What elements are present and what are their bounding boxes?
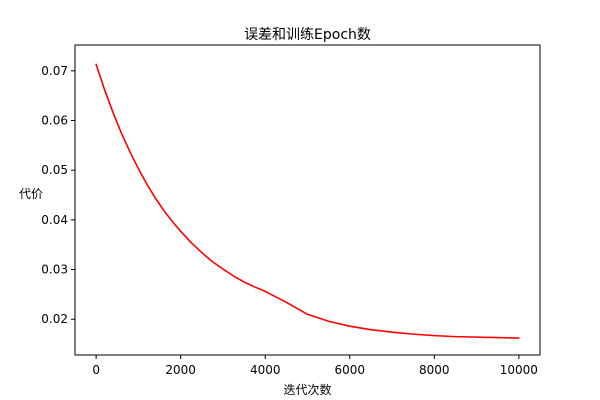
y-tick-label: 0.06 <box>41 114 68 128</box>
axes: 0 2000 4000 6000 8000 10000 0.02 0.03 0.04 0.05 0.… <box>41 44 541 377</box>
y-tick-label: 0.07 <box>41 64 68 78</box>
plot-area <box>95 63 520 339</box>
y-tick-label: 0.03 <box>41 263 68 277</box>
y-tick-label: 0.02 <box>41 312 68 326</box>
x-tick-label: 8000 <box>419 363 450 377</box>
x-tick-label: 10000 <box>500 363 538 377</box>
chart-title: 误差和训练Epoch数 <box>244 27 371 43</box>
y-tick-label: 0.05 <box>41 163 68 177</box>
x-tick-label: 6000 <box>334 363 365 377</box>
x-tick-label: 4000 <box>250 363 281 377</box>
x-tick-label: 2000 <box>165 363 196 377</box>
y-tick-label: 0.04 <box>41 213 68 227</box>
axes-frame <box>74 44 541 356</box>
y-axis-label: 代价 <box>19 187 43 201</box>
series-line-0 <box>95 63 520 339</box>
x-axis-label: 迭代次数 <box>283 382 331 397</box>
x-tick-label: 0 <box>92 363 100 377</box>
